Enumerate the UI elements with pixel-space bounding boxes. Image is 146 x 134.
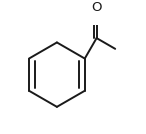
Text: O: O bbox=[91, 1, 102, 14]
